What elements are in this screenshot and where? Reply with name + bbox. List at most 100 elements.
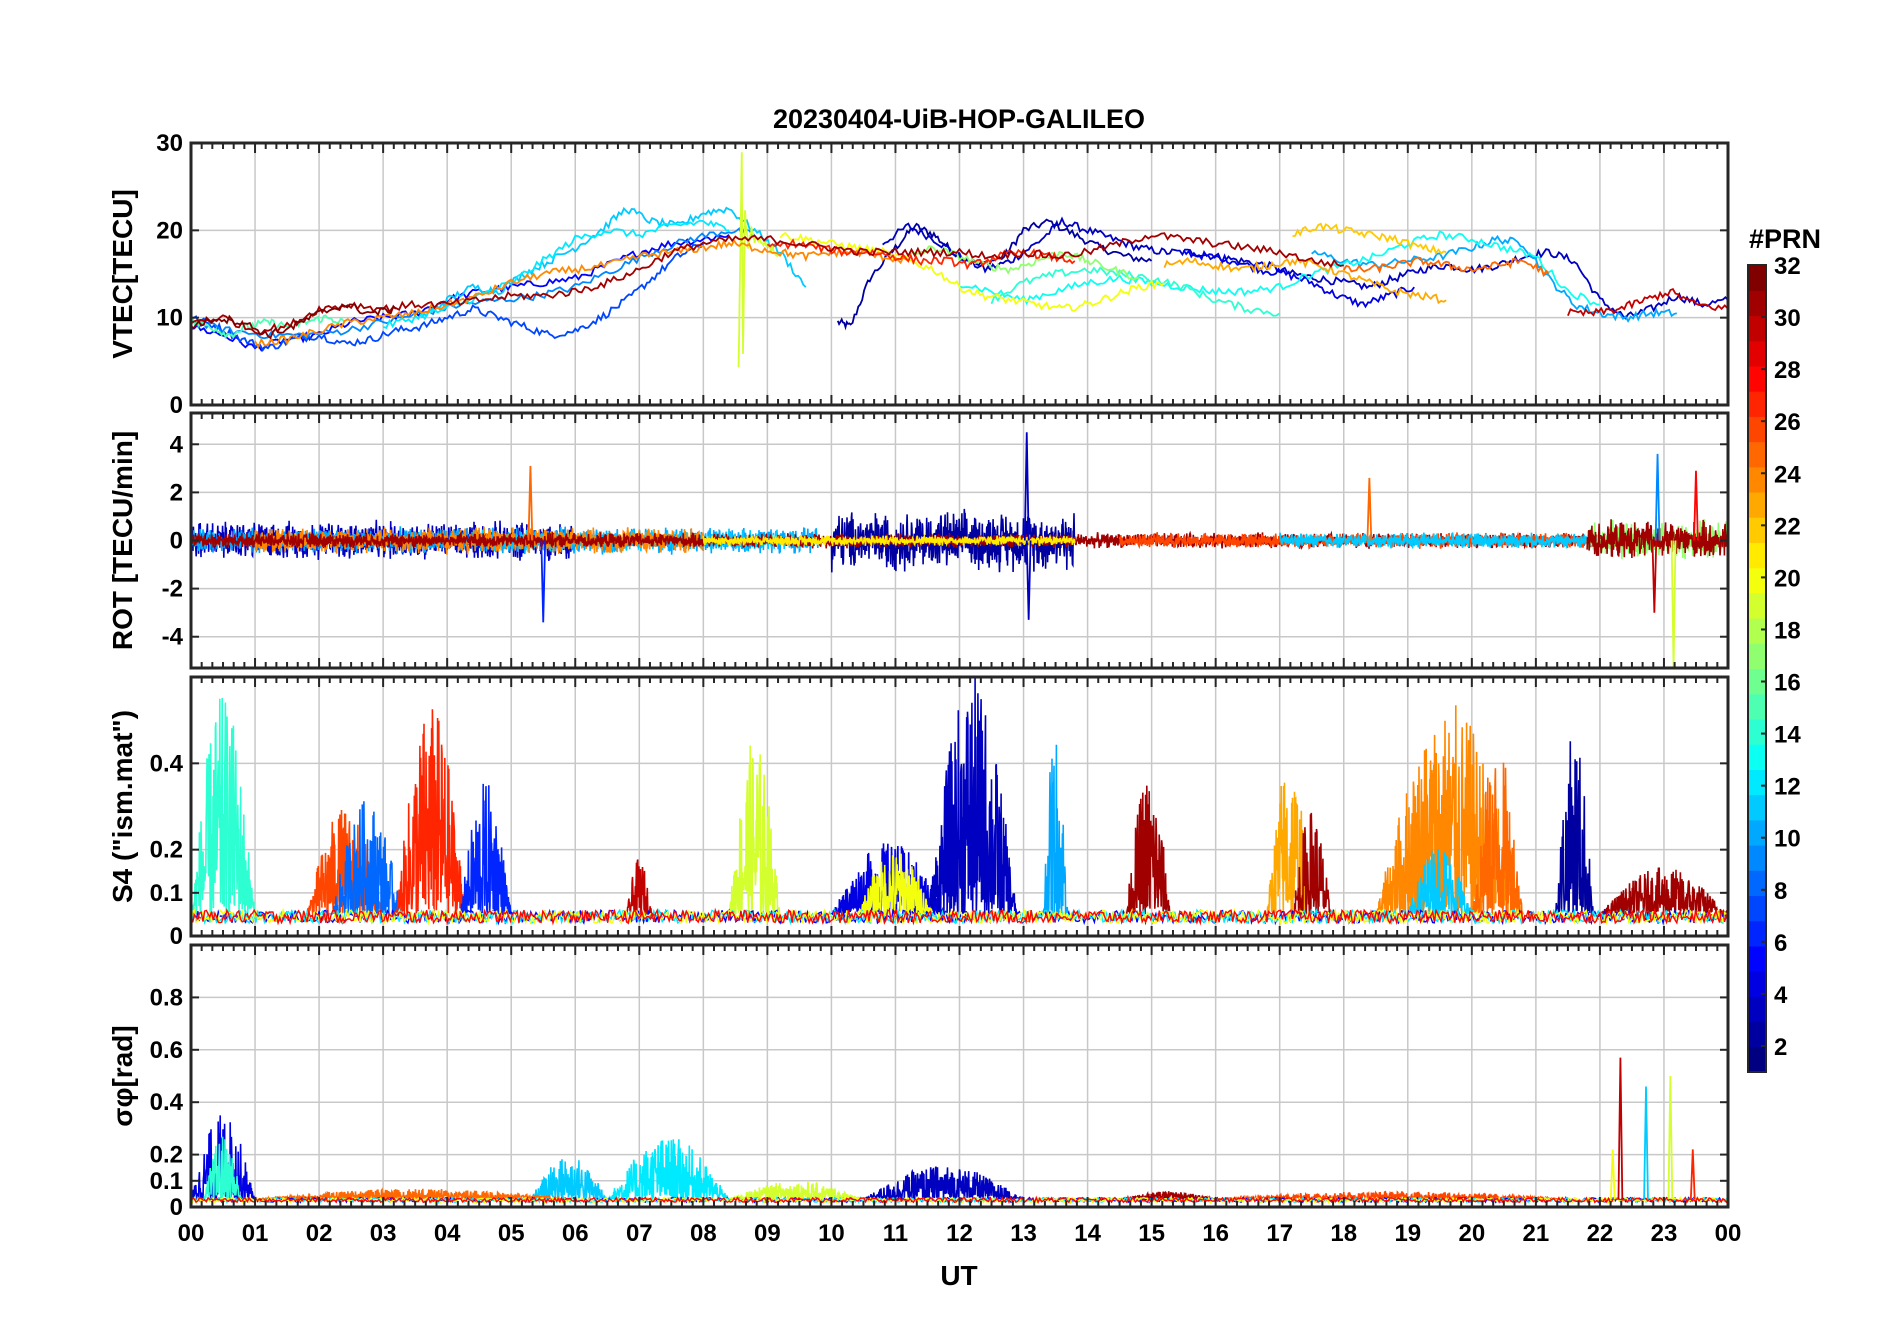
panel-vtec: 0 10 20 30 VTEC[TECU]	[107, 130, 1730, 419]
vtec-series-prn-30	[1567, 287, 1728, 317]
rot-spike-prn-28	[1693, 470, 1699, 541]
s4-trace-prn-2	[1554, 741, 1595, 915]
vtec-series-prn-12	[382, 219, 730, 329]
s4-trace-prn-11	[1407, 849, 1473, 917]
rot-spike-prn-19	[1670, 540, 1677, 668]
x-tick-label: 01	[242, 1220, 269, 1247]
rot-trace-prn-21	[702, 533, 1076, 548]
sigma_phi-spike-prn-20	[1609, 1149, 1616, 1200]
ticks-s4	[190, 677, 1729, 937]
s4-trace-prn-31	[1125, 785, 1172, 915]
y-tick-label-s4: 0	[170, 923, 183, 950]
rot-spike-prn-6	[540, 540, 547, 623]
x-tick-label: 16	[1202, 1220, 1229, 1247]
y-tick-label-sigma_phi: 0.2	[150, 1142, 183, 1169]
colorbar-swatch	[1748, 819, 1766, 846]
y-tick-label-sigma_phi: 0.4	[150, 1089, 184, 1116]
x-tick-label: 20	[1458, 1220, 1485, 1247]
x-tick-label: 03	[370, 1220, 397, 1247]
s4-trace-prn-30	[626, 859, 653, 918]
y-tick-label-rot: -2	[162, 576, 183, 603]
rot-spike-prn-3	[1025, 540, 1032, 620]
s4-trace-prn-31	[1599, 867, 1728, 918]
rot-trace-prn-31	[1586, 519, 1728, 559]
vtec-series-prn-19	[737, 152, 781, 368]
rot-trace-prn-11	[1278, 532, 1601, 550]
colorbar-swatch	[1748, 794, 1766, 821]
colorbar-swatch	[1748, 668, 1766, 695]
x-tick-label: 11	[883, 1220, 908, 1247]
colorbar-tick-label: 30	[1774, 305, 1801, 332]
y-axis-label-rot: ROT [TECU/min]	[107, 431, 138, 650]
rot-spike-prn-30	[1651, 540, 1658, 613]
y-axis-label-sigma_phi: σφ[rad]	[107, 1025, 138, 1126]
colorbar-tick-label: 8	[1774, 878, 1787, 905]
vtec-series-prn-13	[959, 230, 1600, 306]
y-axis-label-vtec: VTEC[TECU]	[107, 189, 138, 359]
colorbar-swatch	[1748, 567, 1766, 594]
colorbar-swatch	[1748, 769, 1766, 796]
s4-trace-prn-20	[856, 853, 935, 917]
colorbar-tick-label: 10	[1774, 826, 1801, 853]
colorbar-swatch	[1748, 542, 1766, 569]
colorbar-swatch	[1748, 870, 1766, 897]
colorbar-swatch	[1748, 971, 1766, 997]
colorbar-tick-label: 18	[1774, 617, 1801, 644]
colorbar-swatch	[1748, 315, 1766, 342]
vtec-series-prn-10	[1311, 234, 1678, 323]
colorbar-swatch	[1748, 1046, 1766, 1073]
x-tick-label: 00	[178, 1220, 205, 1247]
panel-rot: -4 -2 0 2 4 ROT [TECU/min]	[107, 411, 1730, 670]
colorbar-swatch	[1748, 265, 1766, 291]
vtec-series-prn-2	[836, 218, 1153, 331]
s4-trace-prn-8	[331, 801, 404, 917]
x-tick-label: 10	[818, 1220, 845, 1247]
colorbar-swatch	[1748, 365, 1766, 392]
y-tick-label-vtec: 20	[156, 217, 183, 244]
rot-spike-prn-3	[1023, 432, 1030, 541]
colorbar-tick-label: 22	[1774, 513, 1801, 540]
colorbar-swatch	[1748, 441, 1766, 468]
colorbar-tick-label: 26	[1774, 409, 1801, 436]
vtec-series-prn-22	[1292, 222, 1447, 256]
sigma_phi-trace-prn-14	[203, 1136, 243, 1200]
x-tick-label: 22	[1587, 1220, 1614, 1247]
colorbar-swatch	[1748, 895, 1766, 922]
x-tick-label: 05	[498, 1220, 525, 1247]
colorbar-swatch	[1748, 718, 1766, 745]
y-tick-label-rot: 4	[170, 431, 184, 458]
x-tick-label: 04	[434, 1220, 461, 1247]
colorbar-title: #PRN	[1749, 224, 1821, 254]
y-tick-label-sigma_phi: 0.8	[150, 984, 183, 1011]
y-tick-label-sigma_phi: 0	[170, 1194, 183, 1221]
x-tick-label: 09	[754, 1220, 781, 1247]
y-tick-label-vtec: 0	[170, 392, 183, 419]
grid-vtec	[191, 143, 1728, 405]
s4-trace-prn-3	[927, 678, 1018, 916]
vtec-series-prn-32	[191, 303, 397, 340]
colorbar-swatch	[1748, 340, 1766, 367]
colorbar-tick-label: 12	[1774, 774, 1801, 801]
sigma_phi-trace-prn-19	[729, 1181, 864, 1203]
ticks-vtec	[190, 142, 1729, 406]
vtec-series-prn-17	[907, 245, 1140, 282]
s4-baseline-prn-28	[191, 907, 1728, 926]
x-tick-label: 17	[1266, 1220, 1293, 1247]
colorbar-tick-label: 20	[1774, 565, 1801, 592]
y-tick-label-s4: 0.1	[150, 880, 183, 907]
x-tick-label: 08	[690, 1220, 717, 1247]
x-tick-label: 12	[946, 1220, 973, 1247]
x-tick-label: 02	[306, 1220, 333, 1247]
s4-trace-prn-25	[1471, 762, 1524, 917]
colorbar-tick-label: 32	[1774, 253, 1801, 280]
sigma_phi-spike-prn-27	[1689, 1149, 1696, 1200]
panel-sigma_phi: 00.10.2 0.4 0.6 0.8 σφ[rad]	[107, 943, 1730, 1221]
x-tick-label: 19	[1394, 1220, 1421, 1247]
colorbar-swatch	[1748, 290, 1766, 317]
series-vtec	[191, 152, 1728, 368]
panel-s4: 0 0.1 0.2 0.4 S4 ("ism.mat")	[107, 675, 1730, 950]
colorbar-swatch	[1748, 1021, 1766, 1048]
